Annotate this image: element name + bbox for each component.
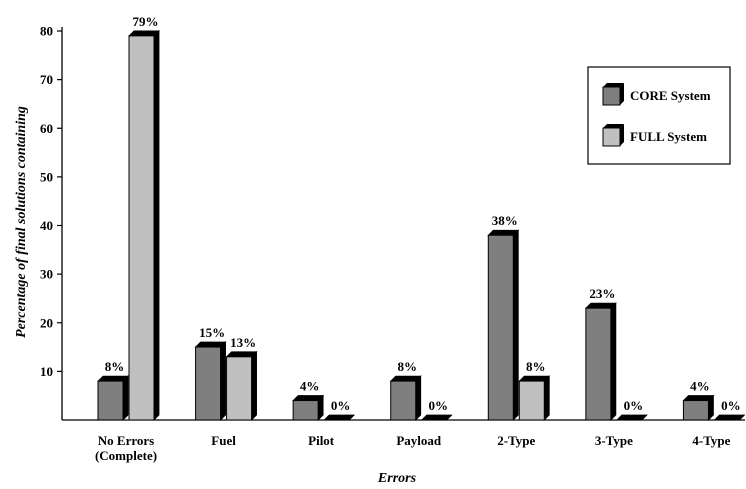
- bar-core-system: [487, 229, 520, 421]
- data-labels: 8% 79% 15% 13% 4% 0% 8% 0% 38% 8% 23% 0% 4% 0%: [105, 14, 741, 413]
- y-tick-label: 70: [40, 72, 53, 87]
- bar-front: [585, 307, 612, 421]
- x-category-label: No Errors: [98, 433, 154, 448]
- legend-swatch-side: [620, 83, 624, 105]
- data-label: 13%: [230, 335, 256, 350]
- data-label: 0%: [428, 398, 448, 413]
- x-axis-title: Errors: [377, 471, 417, 486]
- bar-side: [348, 414, 355, 421]
- legend-swatch-top: [603, 124, 624, 128]
- legend-swatch-top: [603, 83, 624, 87]
- x-category-label: Payload: [396, 433, 442, 448]
- data-label: 0%: [624, 398, 644, 413]
- data-label: 15%: [199, 325, 225, 340]
- y-axis-title: Percentage of final solutions containing: [14, 106, 29, 338]
- bar-side: [153, 29, 160, 421]
- bar-side: [610, 302, 617, 421]
- y-tick-label: 40: [40, 218, 53, 233]
- bar-full-system: [225, 350, 258, 421]
- bar-front: [97, 380, 124, 421]
- x-category-label: Pilot: [308, 433, 335, 448]
- bar-front: [128, 35, 155, 421]
- bar-core-system: [194, 341, 227, 421]
- bars: [97, 29, 746, 421]
- y-tick-label: 80: [40, 24, 53, 39]
- legend: CORE System FULL System: [587, 66, 731, 165]
- y-tick-label: 20: [40, 315, 53, 330]
- x-axis-categories: No Errors(Complete) Fuel Pilot Payload 2-Typ…: [95, 433, 731, 463]
- y-tick-label: 50: [40, 169, 53, 184]
- bar-side: [415, 375, 422, 421]
- bar-core-system: [682, 394, 715, 421]
- bar-side: [251, 350, 257, 421]
- bar-core-system: [292, 394, 325, 421]
- bar-side: [512, 229, 519, 421]
- bar-front: [390, 380, 417, 421]
- bar-side: [446, 414, 452, 421]
- bar-front: [487, 234, 514, 421]
- bar-front: [195, 346, 222, 421]
- legend-frame: [587, 66, 731, 165]
- y-tick-label: 30: [40, 267, 53, 282]
- bar-front: [682, 400, 709, 421]
- y-tick-label: 10: [40, 364, 53, 379]
- x-category-label: Fuel: [211, 433, 236, 448]
- y-tick-label: 60: [40, 121, 53, 136]
- bar-side: [122, 375, 129, 421]
- bar-core-system: [97, 375, 129, 421]
- data-label: 4%: [690, 379, 710, 394]
- legend-label: FULL System: [630, 129, 707, 144]
- data-label: 38%: [492, 213, 518, 228]
- bar-side: [220, 341, 226, 421]
- y-axis-ticks: 10 20 30 40 50 60 70 80: [40, 24, 62, 379]
- data-label: 8%: [397, 359, 417, 374]
- bar-core-system: [389, 375, 422, 421]
- x-category-label: (Complete): [95, 448, 157, 463]
- data-label: 8%: [105, 359, 125, 374]
- x-category-label: 2-Type: [497, 433, 535, 448]
- legend-swatch: [602, 86, 621, 106]
- bar-full-system: [420, 414, 453, 421]
- data-label: 8%: [526, 359, 546, 374]
- bar-full-system: [615, 414, 648, 421]
- bar-front: [226, 356, 253, 421]
- bar-full-system: [128, 29, 160, 421]
- x-category-label: 3-Type: [595, 433, 633, 448]
- bar-full-system: [518, 375, 551, 421]
- bar-core-system: [584, 302, 617, 421]
- bar-full-system: [323, 414, 356, 421]
- bar-side: [641, 414, 648, 421]
- legend-swatch: [602, 127, 621, 147]
- legend-swatch-side: [620, 124, 624, 146]
- bar-full-system: [713, 414, 746, 421]
- bar-front: [518, 380, 545, 421]
- data-label: 0%: [331, 398, 351, 413]
- bar-side: [543, 375, 550, 421]
- data-label: 4%: [300, 379, 320, 394]
- data-label: 23%: [589, 286, 615, 301]
- data-label: 79%: [133, 14, 159, 29]
- x-category-label: 4-Type: [692, 433, 730, 448]
- legend-label: CORE System: [630, 88, 711, 103]
- bar-side: [739, 414, 745, 421]
- data-label: 0%: [721, 398, 741, 413]
- bar-front: [292, 400, 319, 421]
